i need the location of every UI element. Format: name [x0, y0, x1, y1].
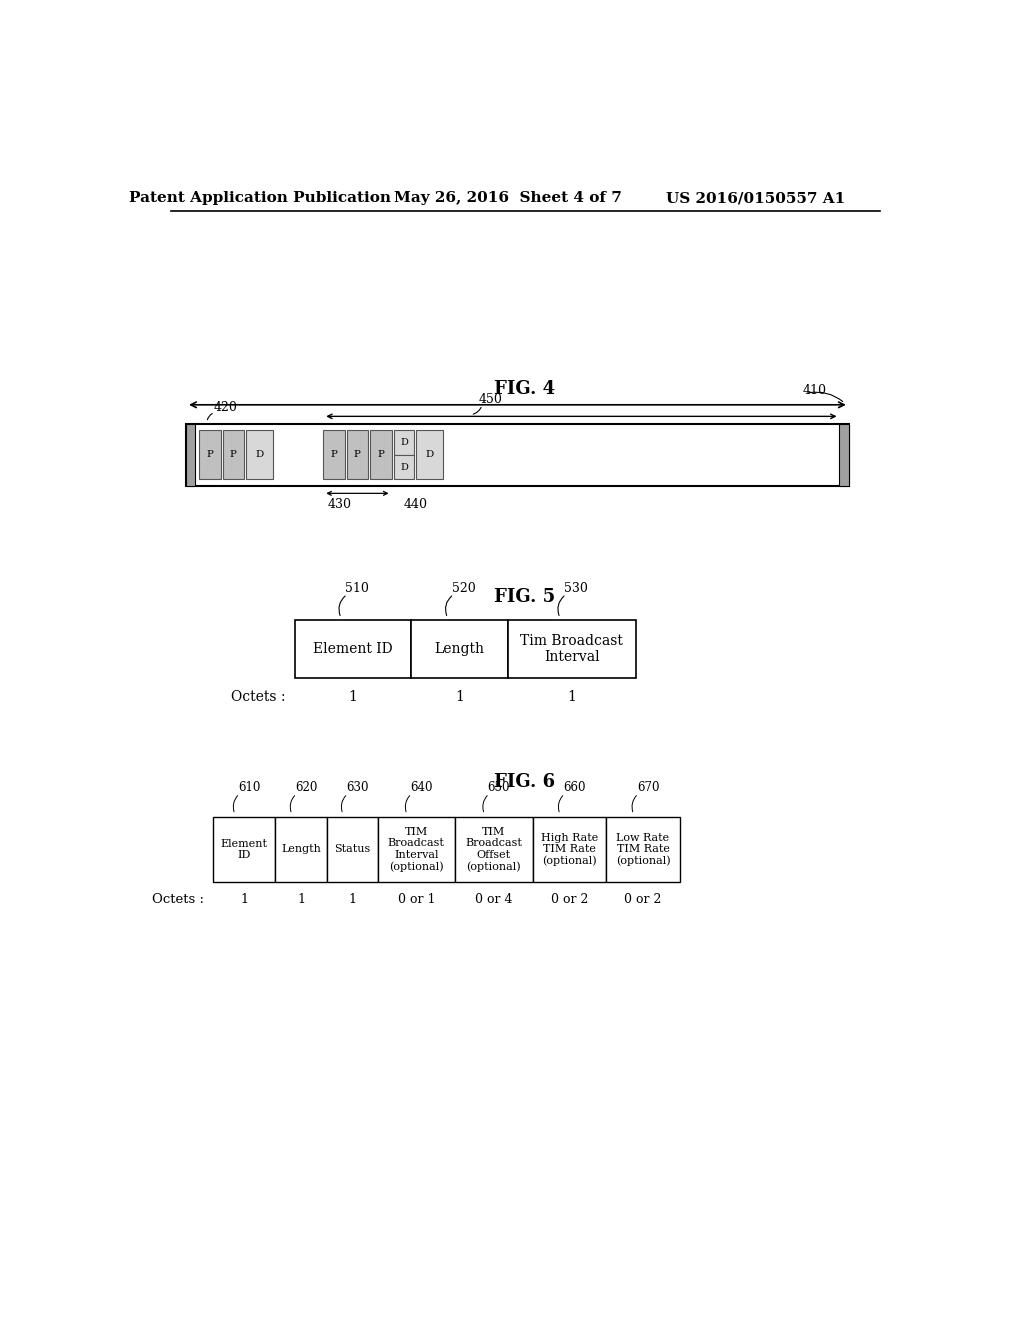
Text: P: P — [354, 450, 360, 459]
Text: 0 or 4: 0 or 4 — [475, 892, 513, 906]
Text: Low Rate
TIM Rate
(optional): Low Rate TIM Rate (optional) — [615, 833, 671, 866]
Text: FIG. 4: FIG. 4 — [495, 380, 555, 399]
Text: P: P — [331, 450, 338, 459]
Text: Element ID: Element ID — [313, 643, 392, 656]
Text: 1: 1 — [241, 892, 248, 906]
Bar — [394, 455, 414, 479]
Text: High Rate
TIM Rate
(optional): High Rate TIM Rate (optional) — [541, 833, 598, 866]
Bar — [186, 424, 849, 486]
Bar — [840, 424, 849, 486]
Text: US 2016/0150557 A1: US 2016/0150557 A1 — [667, 191, 846, 206]
Text: TIM
Broadcast
Interval
(optional): TIM Broadcast Interval (optional) — [388, 826, 444, 873]
Text: 0 or 2: 0 or 2 — [551, 892, 588, 906]
Text: 0 or 2: 0 or 2 — [625, 892, 662, 906]
Text: 450: 450 — [478, 393, 502, 407]
Bar — [186, 424, 196, 486]
Bar — [378, 817, 455, 882]
Text: 430: 430 — [328, 498, 351, 511]
Bar — [295, 620, 411, 678]
Text: 420: 420 — [213, 400, 238, 413]
Bar — [394, 430, 414, 455]
Text: P: P — [207, 450, 214, 459]
Bar — [346, 430, 369, 479]
Text: 620: 620 — [295, 781, 317, 795]
Text: Element
ID: Element ID — [221, 838, 267, 861]
Text: TIM
Broadcast
Offset
(optional): TIM Broadcast Offset (optional) — [465, 826, 522, 873]
Text: 410: 410 — [802, 384, 826, 397]
Text: D: D — [400, 463, 408, 471]
Text: Status: Status — [334, 845, 371, 854]
Text: Length: Length — [282, 845, 322, 854]
Text: 440: 440 — [403, 498, 427, 511]
Text: FIG. 6: FIG. 6 — [495, 774, 555, 791]
Text: D: D — [255, 450, 263, 459]
Text: 660: 660 — [563, 781, 586, 795]
Text: Patent Application Publication: Patent Application Publication — [129, 191, 391, 206]
Text: 1: 1 — [455, 690, 464, 705]
Text: 530: 530 — [564, 582, 588, 594]
Text: May 26, 2016  Sheet 4 of 7: May 26, 2016 Sheet 4 of 7 — [394, 191, 622, 206]
Text: Octets :: Octets : — [152, 892, 204, 906]
Text: D: D — [426, 450, 434, 459]
Bar — [324, 430, 345, 479]
Bar — [417, 430, 443, 479]
Bar — [246, 430, 273, 479]
Bar — [222, 430, 245, 479]
Text: 640: 640 — [410, 781, 432, 795]
Text: 610: 610 — [238, 781, 260, 795]
Text: D: D — [400, 438, 408, 447]
Text: P: P — [377, 450, 384, 459]
Bar — [370, 430, 391, 479]
Text: 1: 1 — [348, 690, 357, 705]
Bar — [328, 817, 378, 882]
Text: FIG. 5: FIG. 5 — [495, 589, 555, 606]
Text: P: P — [230, 450, 237, 459]
Text: 520: 520 — [452, 582, 475, 594]
Text: 0 or 1: 0 or 1 — [397, 892, 435, 906]
Bar — [200, 430, 221, 479]
Text: 1: 1 — [297, 892, 305, 906]
Bar — [213, 817, 275, 882]
Text: 1: 1 — [567, 690, 577, 705]
Bar — [455, 817, 532, 882]
Text: 650: 650 — [487, 781, 510, 795]
Text: Tim Broadcast
Interval: Tim Broadcast Interval — [520, 634, 624, 664]
Text: Length: Length — [434, 643, 484, 656]
Bar — [532, 817, 606, 882]
Text: Octets :: Octets : — [230, 690, 286, 705]
Bar — [411, 620, 508, 678]
Bar — [606, 817, 680, 882]
Text: 630: 630 — [346, 781, 369, 795]
Text: 1: 1 — [348, 892, 356, 906]
Text: 670: 670 — [637, 781, 659, 795]
Text: 510: 510 — [345, 582, 369, 594]
Bar — [275, 817, 328, 882]
Bar — [508, 620, 636, 678]
